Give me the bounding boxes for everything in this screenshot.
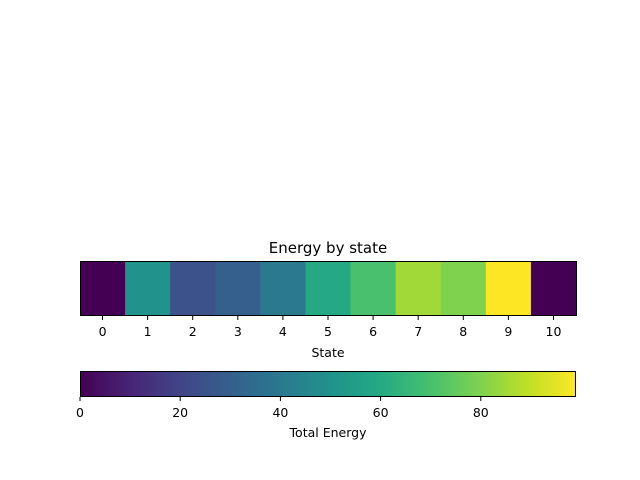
heatmap-frame [80, 261, 577, 316]
x-tick-label: 9 [504, 324, 512, 339]
heatmap-cell [485, 261, 532, 316]
colorbar-frame [80, 371, 576, 397]
x-axis-ticks: 0 1 2 3 4 5 6 7 8 9 10 [99, 316, 562, 339]
colorbar-label: Total Energy [289, 425, 368, 440]
heatmap-cell [395, 261, 442, 316]
heatmap-cell [350, 261, 397, 316]
heatmap-cell [530, 261, 577, 316]
heatmap-cell [215, 261, 261, 316]
colorbar-tick-label: 20 [172, 405, 188, 420]
heatmap-cell [440, 261, 487, 316]
heatmap-cells [80, 261, 577, 316]
colorbar-gradient [80, 371, 576, 397]
colorbar-tick-label: 80 [473, 405, 489, 420]
colorbar-tick-label: 40 [272, 405, 288, 420]
x-axis-label: State [311, 345, 344, 360]
colorbar-ticks: 0 20 40 60 80 [76, 397, 489, 420]
x-tick-label: 7 [414, 324, 422, 339]
colorbar-tick-label: 0 [76, 405, 84, 420]
x-tick-label: 3 [234, 324, 242, 339]
heatmap-cell [125, 261, 171, 316]
x-tick-label: 10 [546, 324, 562, 339]
colorbar-tick-label: 60 [373, 405, 389, 420]
heatmap-cell [260, 261, 307, 316]
x-tick-label: 8 [459, 324, 467, 339]
heatmap-cell [80, 261, 126, 316]
x-tick-label: 6 [369, 324, 377, 339]
heatmap-cell [170, 261, 216, 316]
x-tick-label: 4 [279, 324, 287, 339]
heatmap-cell [305, 261, 352, 316]
x-tick-label: 1 [144, 324, 152, 339]
x-tick-label: 5 [324, 324, 332, 339]
x-tick-label: 0 [99, 324, 107, 339]
x-tick-label: 2 [189, 324, 197, 339]
chart-title: Energy by state [269, 239, 387, 257]
